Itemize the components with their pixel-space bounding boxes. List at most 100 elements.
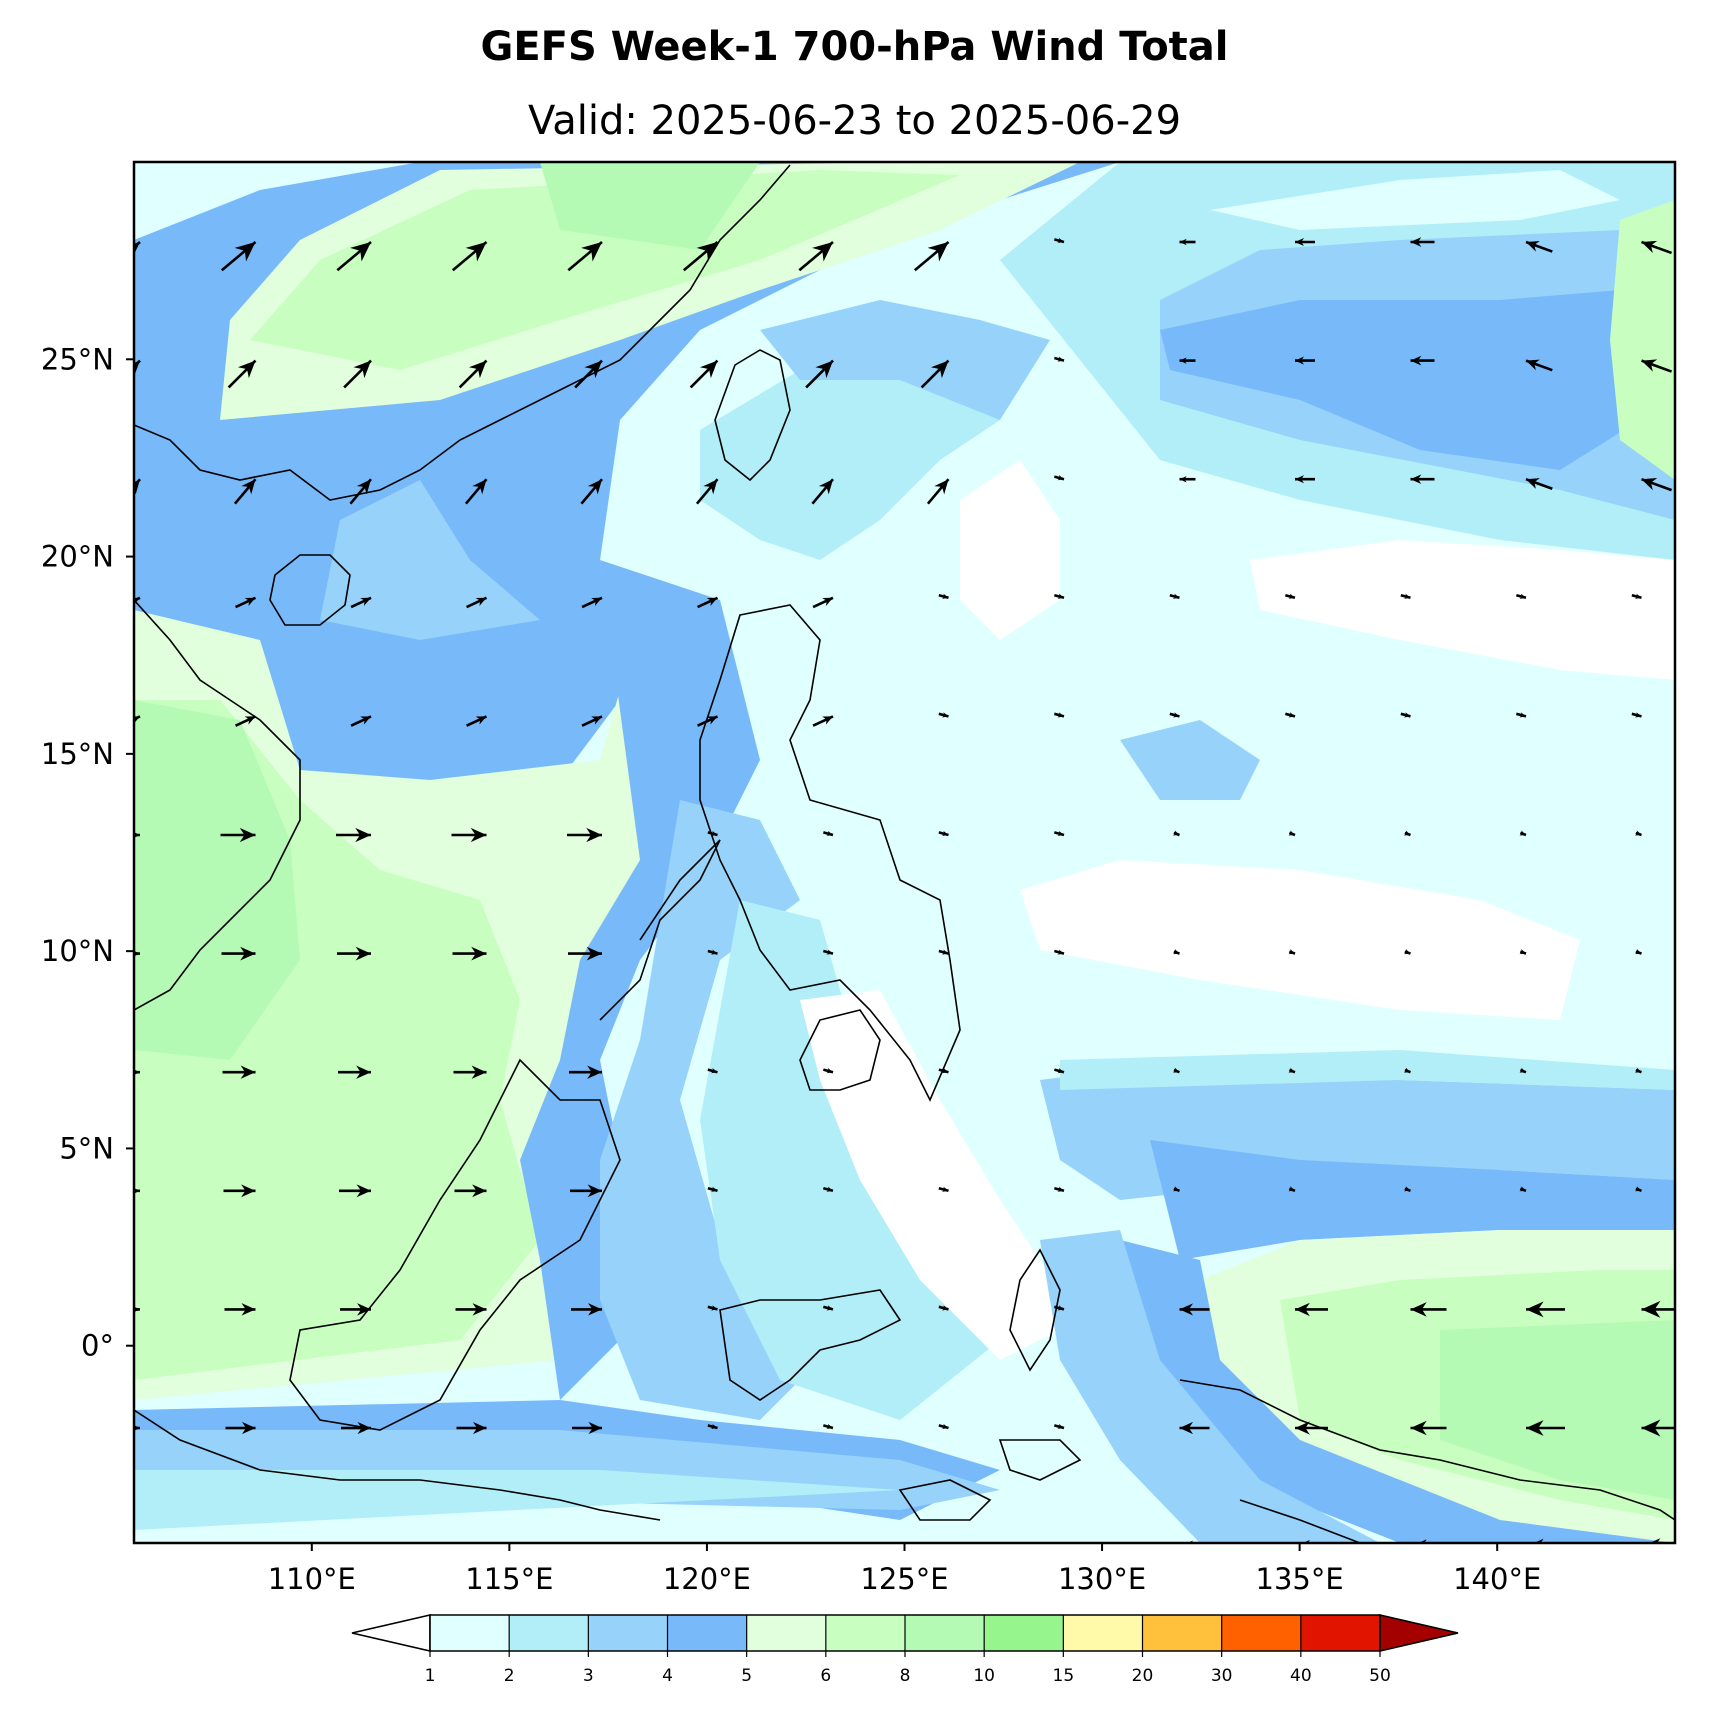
wind-arrow [1641, 1419, 1675, 1437]
lat-tick-label: 20°N [41, 540, 114, 574]
lat-tick-label: 10°N [41, 934, 114, 968]
wind-arrow [570, 1184, 602, 1198]
wind-arrow [1526, 1301, 1565, 1318]
wind-arrow [938, 1186, 949, 1193]
coastlines [134, 164, 1675, 1543]
wind-arrow [350, 715, 372, 727]
wind-arrow [823, 1305, 834, 1311]
wind-arrow [811, 478, 834, 505]
wind-arrow [707, 949, 718, 955]
wind-arrow [224, 1303, 256, 1316]
wind-arrow [341, 1421, 371, 1435]
wind-arrow [1172, 1067, 1180, 1074]
latitude-axis: 25°N 20°N 15°N 10°N 5°N 0° [41, 342, 134, 1363]
wind-arrow [707, 830, 718, 837]
wind-arrow [1410, 474, 1435, 485]
wind-arrow [336, 827, 371, 843]
wind-arrow [1295, 356, 1315, 365]
wind-arrow [452, 946, 487, 961]
wind-arrow [572, 1421, 602, 1435]
wind-arrow [1295, 1302, 1328, 1317]
wind-arrow [451, 827, 487, 843]
wind-arrow [1169, 712, 1180, 718]
wind-arrow [1641, 240, 1673, 255]
wind-arrow [707, 1423, 718, 1430]
wind-arrow [338, 1065, 371, 1079]
wind-arrow [1516, 712, 1527, 718]
colorbar-tick-label: 3 [583, 1666, 594, 1686]
lon-tick-label: 135°E [1256, 1562, 1344, 1596]
wind-arrow [451, 241, 488, 272]
wind-arrow [1179, 357, 1196, 364]
colorbar-under-extend [351, 1614, 431, 1652]
wind-arrow [466, 596, 488, 609]
wind-arrow [1295, 237, 1315, 247]
wind-arrow [926, 478, 950, 505]
colorbar-bin [1142, 1615, 1222, 1651]
wind-arrow [1641, 359, 1673, 373]
lon-tick-label: 120°E [663, 1562, 751, 1596]
colorbar-tick-label: 6 [820, 1666, 831, 1686]
wind-speed-fill [134, 162, 1675, 1543]
wind-arrow [1288, 949, 1296, 955]
wind-arrow [235, 715, 257, 727]
colorbar-tick-label: 15 [1053, 1666, 1075, 1686]
wind-arrow [220, 827, 256, 843]
wind-arrow [337, 946, 371, 961]
wind-arrow [456, 1421, 487, 1435]
wind-arrow [568, 946, 602, 961]
colorbar-tick-label: 5 [741, 1666, 752, 1686]
wind-arrow [227, 359, 257, 389]
colorbar-tick-label: 1 [425, 1666, 436, 1686]
wind-arrow [1403, 1067, 1411, 1074]
wind-arrow [1285, 712, 1296, 718]
colorbar-bin [430, 1615, 510, 1651]
colorbar-tick-label: 4 [662, 1666, 673, 1686]
wind-arrow [571, 1303, 602, 1316]
wind-arrow [689, 359, 719, 389]
lon-tick-label: 115°E [465, 1562, 553, 1596]
wind-arrow [1054, 1186, 1065, 1193]
wind-arrow [580, 478, 603, 505]
wind-arrow [938, 712, 949, 718]
wind-arrow [1054, 712, 1065, 718]
wind-arrow [1410, 355, 1435, 366]
wind-arrow [1410, 1302, 1447, 1317]
longitude-axis: 110°E 115°E 120°E 125°E 130°E 135°E 140°E [268, 1543, 1541, 1596]
wind-arrow [823, 1423, 834, 1430]
wind-arrow [1634, 949, 1642, 955]
colorbar-bin [746, 1615, 826, 1651]
wind-arrow [458, 359, 488, 389]
wind-arrow [1525, 240, 1553, 253]
colorbar-tick-label: 10 [973, 1666, 995, 1686]
wind-arrow [1179, 238, 1196, 246]
wind-arrow [938, 1423, 949, 1430]
wind-arrow [1526, 1420, 1565, 1436]
wind-arrow [1288, 1186, 1296, 1193]
wind-arrow [938, 830, 949, 837]
wind-arrow [134, 478, 141, 505]
wind-arrow [1403, 830, 1411, 837]
wind-arrow [1641, 477, 1673, 492]
wind-arrow [1525, 359, 1553, 372]
wind-arrow [134, 359, 141, 389]
wind-arrow [695, 478, 719, 505]
wind-arrow [220, 241, 257, 272]
wind-arrow [1631, 712, 1642, 718]
wind-arrow [1285, 593, 1296, 600]
wind-arrow [823, 1186, 834, 1193]
wind-arrow [823, 949, 834, 955]
wind-arrow [464, 478, 488, 505]
colorbar-bin [825, 1615, 905, 1651]
colorbar-tick-label: 2 [504, 1666, 515, 1686]
wind-arrow [349, 478, 372, 505]
wind-arrow [1295, 1421, 1328, 1435]
wind-arrow [453, 1065, 487, 1079]
wind-arrow [567, 827, 602, 843]
map-title: GEFS Week-1 700-hPa Wind Total [480, 24, 1229, 70]
wind-arrow [222, 1065, 256, 1079]
wind-arrow [1631, 593, 1642, 600]
wind-arrow [233, 478, 257, 505]
colorbar-bin [588, 1615, 668, 1651]
lat-tick-label: 5°N [59, 1131, 114, 1165]
